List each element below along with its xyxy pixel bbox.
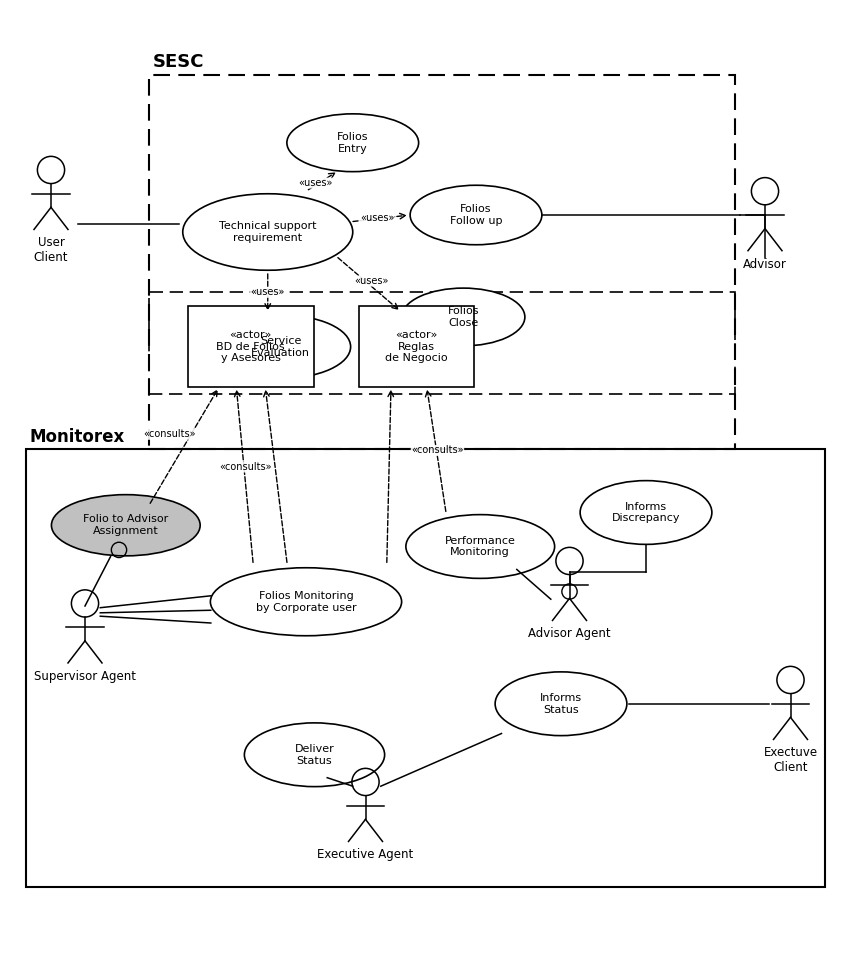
Text: «actor»
Reglas
de Negocio: «actor» Reglas de Negocio (385, 330, 448, 364)
Text: Advisor: Advisor (743, 257, 787, 271)
Text: Advisor Agent: Advisor Agent (528, 627, 611, 640)
Text: Folios Monitoring
by Corporate user: Folios Monitoring by Corporate user (256, 591, 356, 612)
Ellipse shape (286, 114, 418, 171)
Text: Exectuve
Client: Exectuve Client (763, 746, 818, 774)
Text: Folios
Entry: Folios Entry (337, 132, 369, 153)
Ellipse shape (411, 186, 542, 245)
Text: Folios
Close: Folios Close (447, 306, 479, 328)
Text: «consults»: «consults» (411, 445, 464, 456)
Text: Folio to Advisor
Assignment: Folio to Advisor Assignment (83, 515, 168, 536)
Text: «consults»: «consults» (144, 430, 196, 439)
Text: Informs
Discrepancy: Informs Discrepancy (612, 501, 680, 523)
Text: Folios
Follow up: Folios Follow up (450, 204, 502, 226)
Ellipse shape (405, 515, 554, 578)
Text: Service
Evaluation: Service Evaluation (251, 336, 310, 358)
Text: Informs
Status: Informs Status (540, 693, 582, 715)
Text: Executive Agent: Executive Agent (317, 848, 414, 861)
Text: User
Client: User Client (34, 236, 68, 264)
Bar (359, 306, 474, 388)
Text: Monitorex: Monitorex (30, 428, 125, 446)
Text: «consults»: «consults» (219, 462, 272, 472)
Bar (149, 292, 735, 393)
Text: «uses»: «uses» (251, 287, 285, 298)
Bar (149, 75, 735, 449)
Ellipse shape (495, 672, 626, 736)
Text: Performance
Monitoring: Performance Monitoring (445, 536, 516, 557)
Text: «actor»
BD de Folios
y Asesores: «actor» BD de Folios y Asesores (217, 330, 285, 364)
Ellipse shape (52, 495, 201, 556)
Ellipse shape (210, 568, 401, 635)
Text: Technical support
requirement: Technical support requirement (219, 221, 316, 243)
Bar (26, 449, 824, 886)
Text: «uses»: «uses» (354, 276, 389, 286)
Bar (188, 306, 314, 388)
Ellipse shape (183, 193, 353, 270)
Text: «uses»: «uses» (298, 178, 333, 188)
Text: Supervisor Agent: Supervisor Agent (34, 670, 136, 682)
Ellipse shape (245, 723, 384, 787)
Ellipse shape (580, 480, 711, 545)
Text: Deliver
Status: Deliver Status (295, 744, 334, 766)
Text: SESC: SESC (153, 53, 205, 71)
Text: «uses»: «uses» (360, 212, 394, 223)
Ellipse shape (210, 315, 350, 379)
Ellipse shape (402, 288, 524, 345)
